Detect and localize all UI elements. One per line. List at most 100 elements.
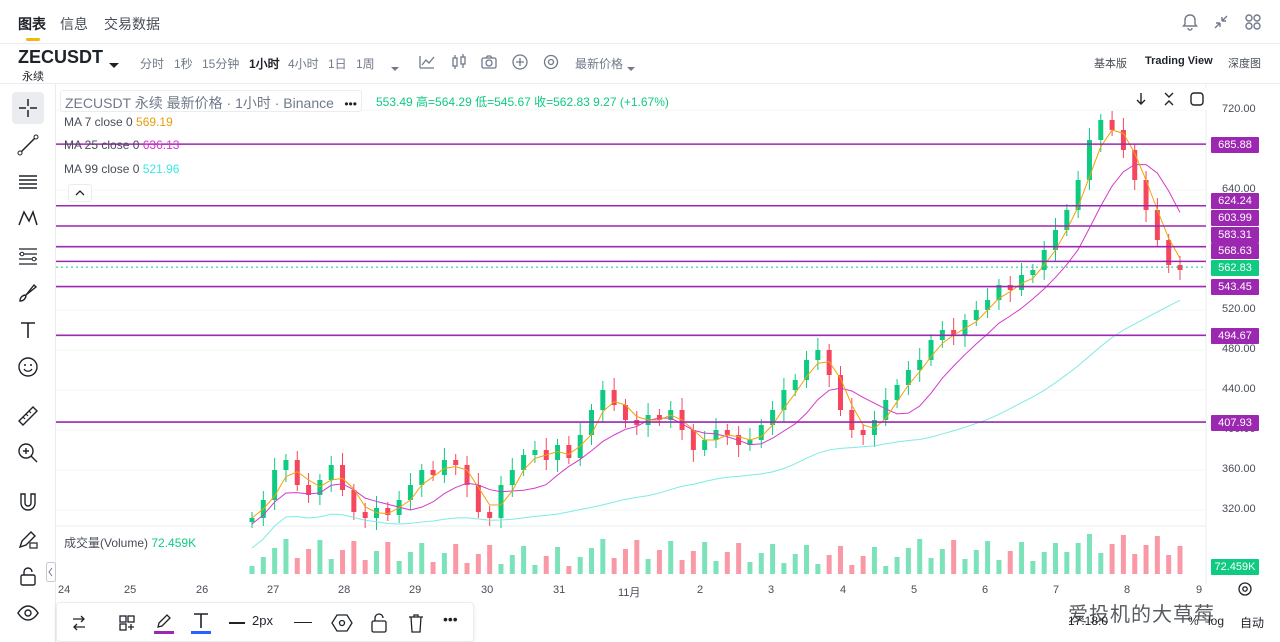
volume-bar (951, 540, 957, 574)
grid-icon[interactable] (1243, 12, 1263, 32)
price-type-dropdown-icon[interactable] (626, 59, 636, 77)
price-tick: 480.00 (1222, 343, 1256, 355)
text-tool[interactable] (12, 314, 44, 346)
price-tick: 720.00 (1222, 103, 1256, 115)
candle-type-icon[interactable] (450, 53, 468, 76)
symbol-name[interactable]: ZECUSDT (18, 47, 103, 67)
candle-body (475, 485, 481, 512)
indicator-icon[interactable] (418, 53, 436, 76)
candlestick-chart[interactable] (56, 84, 1280, 642)
price-type-select[interactable]: 最新价格 (575, 57, 624, 71)
trash-icon[interactable] (406, 612, 426, 639)
hexagon-settings-icon[interactable] (331, 613, 353, 638)
candle-body (792, 380, 798, 390)
line-color-icon[interactable] (153, 611, 175, 640)
candle-body (600, 390, 606, 410)
axis-settings-icon[interactable] (1236, 580, 1254, 603)
view-tradingview[interactable]: Trading View (1145, 55, 1213, 67)
tab-info[interactable]: 信息 (60, 16, 88, 32)
time-tick: 2 (697, 584, 704, 596)
candle-body (1120, 130, 1126, 150)
collapse-pane-icon[interactable] (1158, 88, 1180, 110)
volume-bar (396, 561, 402, 574)
volume-bar (928, 558, 934, 574)
timeframe-1d[interactable]: 1日 (328, 57, 347, 71)
percent-toggle[interactable]: % (1188, 614, 1199, 628)
ruler-icon[interactable] (12, 400, 44, 432)
candle-body (849, 410, 855, 430)
settings-icon[interactable] (542, 53, 560, 76)
tab-chart[interactable]: 图表 (18, 16, 46, 32)
bell-icon[interactable] (1180, 12, 1200, 32)
horizontal-lines-tool[interactable] (12, 166, 44, 198)
level-tag: 685.88 (1211, 137, 1259, 153)
zoom-in-icon[interactable] (12, 437, 44, 469)
candle-body (1154, 210, 1160, 240)
add-indicator-icon[interactable] (511, 53, 529, 76)
collapse-toolbar-icon[interactable] (46, 562, 56, 587)
collapse-legend-button[interactable] (68, 184, 92, 202)
eye-icon[interactable] (12, 597, 44, 629)
time-tick: 29 (409, 584, 422, 596)
tab-trading-data[interactable]: 交易数据 (104, 16, 160, 32)
fib-tool[interactable] (12, 240, 44, 272)
text-color-icon[interactable] (190, 611, 212, 640)
volume-bar (713, 561, 719, 574)
timeframe-4h[interactable]: 4小时 (288, 57, 319, 71)
timeframe-tick[interactable]: 分时 (140, 57, 165, 71)
volume-bar (407, 552, 413, 574)
timeframe-15m[interactable]: 15分钟 (202, 57, 240, 71)
drag-handle-icon[interactable] (69, 613, 89, 638)
candle-body (837, 375, 843, 410)
more-options-icon[interactable]: ••• (443, 611, 458, 627)
candle-body (962, 320, 968, 335)
camera-icon[interactable] (480, 53, 498, 76)
view-basic[interactable]: 基本版 (1094, 58, 1127, 70)
last-price-tag: 562.83 (1211, 260, 1259, 276)
brush-tool[interactable] (12, 277, 44, 309)
volume-bar (645, 559, 651, 574)
templates-icon[interactable] (117, 613, 137, 638)
candle-body (1064, 210, 1070, 230)
chart-area[interactable]: ZECUSDT 永续 最新价格 · 1小时 · Binance ••• 553.… (56, 84, 1280, 642)
crosshair-tool[interactable] (12, 92, 44, 124)
lock-icon[interactable] (12, 560, 44, 592)
timeframe-1s[interactable]: 1秒 (174, 57, 193, 71)
maximize-pane-icon[interactable] (1186, 88, 1208, 110)
timeframe-1h[interactable]: 1小时 (249, 57, 280, 71)
volume-bar (894, 557, 900, 574)
volume-bar (1007, 551, 1013, 574)
pencil-lock-icon[interactable] (12, 523, 44, 555)
scroll-to-latest-icon[interactable] (1130, 88, 1152, 110)
magnet-icon[interactable] (12, 486, 44, 518)
line-style-icon[interactable] (294, 622, 312, 623)
emoji-icon[interactable] (12, 351, 44, 383)
view-depth[interactable]: 深度图 (1228, 58, 1261, 70)
time-tick: 30 (481, 584, 494, 596)
more-timeframes-icon[interactable] (390, 59, 400, 77)
trend-line-tool[interactable] (12, 129, 44, 161)
line-width-icon[interactable] (229, 622, 245, 624)
legend-more-icon[interactable]: ••• (344, 97, 357, 111)
candle-body (555, 445, 561, 460)
time-tick: 26 (196, 584, 209, 596)
pattern-tool[interactable] (12, 203, 44, 235)
active-tab-indicator (26, 38, 40, 41)
volume-bar (328, 559, 334, 574)
legend-ma25: MA 25 close 0 636.13 (64, 138, 179, 152)
line-width-value[interactable]: 2px (252, 613, 273, 628)
volume-bar (736, 543, 742, 574)
candle-body (724, 430, 730, 435)
collapse-icon[interactable] (1211, 12, 1231, 32)
timeframe-1w[interactable]: 1周 (356, 57, 375, 71)
auto-toggle[interactable]: 自动 (1240, 616, 1265, 630)
log-toggle[interactable]: log (1208, 614, 1225, 628)
volume-bar (962, 559, 968, 574)
lock-drawing-icon[interactable] (369, 612, 389, 639)
legend-ma99: MA 99 close 0 521.96 (64, 162, 179, 176)
volume-bar (758, 553, 764, 574)
volume-bar (860, 556, 866, 574)
volume-bar (837, 546, 843, 574)
symbol-dropdown-icon[interactable] (108, 57, 120, 75)
candle-body (566, 445, 572, 458)
